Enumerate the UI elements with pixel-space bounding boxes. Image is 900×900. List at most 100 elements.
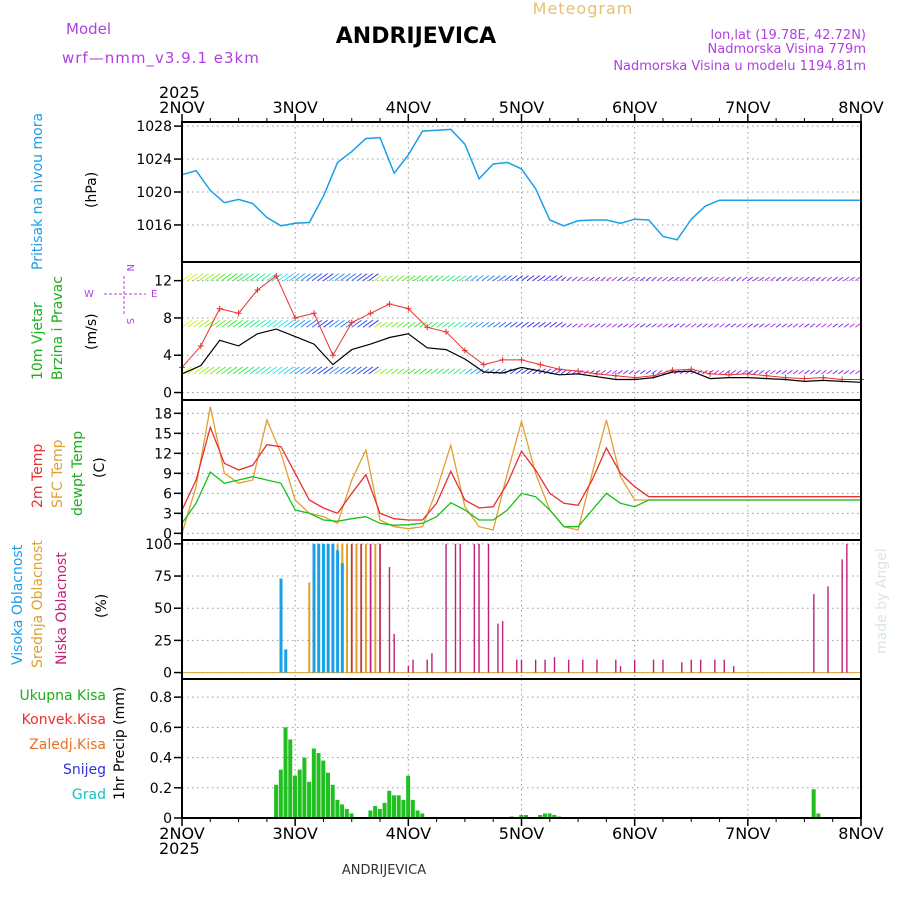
y-tick-label: 0.4 xyxy=(150,751,172,767)
wind-barb xyxy=(804,369,810,375)
wind-barb xyxy=(549,321,558,328)
wind-barb xyxy=(470,321,478,328)
wind-barb xyxy=(832,369,838,375)
low-cloud-bar xyxy=(690,659,692,673)
wind-barb xyxy=(849,276,855,282)
wind-barb xyxy=(408,275,416,282)
wind-barb xyxy=(255,319,266,328)
wind-barb xyxy=(577,276,584,282)
wind-barb xyxy=(713,369,720,375)
low-cloud-bar xyxy=(407,666,410,673)
wind-barb xyxy=(770,369,776,375)
y-tick-label: 18 xyxy=(154,406,172,422)
wind-barb xyxy=(577,323,584,328)
x-tick-label: 4NOV xyxy=(386,98,431,117)
year-top: 2025 xyxy=(159,83,200,102)
wind-barb xyxy=(594,276,601,282)
wind-barb xyxy=(425,275,433,282)
wind-barb xyxy=(272,273,283,282)
wind-barb xyxy=(707,323,714,328)
wind-barb xyxy=(221,366,232,375)
footer-station: ANDRIJEVICA xyxy=(342,863,426,878)
wind-barb xyxy=(753,323,759,328)
low-cloud-bar xyxy=(473,543,476,673)
wind-barb xyxy=(515,368,524,375)
wind-barb xyxy=(238,273,249,282)
cloud-unit: (%) xyxy=(94,594,110,618)
wind-barb xyxy=(277,273,289,282)
low-cloud-bar xyxy=(619,666,622,673)
wind-barb xyxy=(340,273,351,282)
wind-barb xyxy=(362,366,374,375)
wind-barb xyxy=(221,319,232,328)
gust-marker xyxy=(348,319,355,326)
x-tick-label: 3NOV xyxy=(272,98,317,117)
wind-barb xyxy=(492,275,501,282)
wind-barb xyxy=(606,369,612,375)
wind-barb xyxy=(583,323,589,328)
wind-barb xyxy=(430,275,439,282)
wind-barb xyxy=(753,276,759,282)
temp-unit: (C) xyxy=(92,457,108,478)
precip-bar xyxy=(420,813,425,818)
wind-barb xyxy=(600,369,606,375)
wind-barb xyxy=(181,273,193,282)
wind-barb xyxy=(385,275,393,282)
wind-barb xyxy=(436,368,444,375)
x-tick-label: 2NOV xyxy=(159,824,204,843)
wind-barb xyxy=(662,323,669,328)
temp2m-label: 2m Temp xyxy=(30,444,46,508)
precip-bar xyxy=(278,769,283,818)
x-tick-label: 6NOV xyxy=(612,98,657,117)
wind-barb xyxy=(289,273,300,282)
wind-barb xyxy=(294,319,306,328)
wind-barb xyxy=(345,273,357,282)
wind-barb xyxy=(640,276,646,282)
wind-barb xyxy=(775,276,782,282)
wind-barb xyxy=(498,275,507,282)
low-cloud-bar xyxy=(487,543,490,673)
precip-frz-label: Zaledj.Kisa xyxy=(29,737,106,753)
wind-direction-flags xyxy=(181,273,861,375)
gust-marker xyxy=(744,370,751,377)
wind-barb xyxy=(668,323,674,328)
wind-barb xyxy=(272,319,283,328)
precip-bar xyxy=(335,799,340,818)
wind-barb xyxy=(238,319,249,328)
wind-barb xyxy=(560,276,567,282)
wind-barb xyxy=(657,369,663,375)
wind-barb xyxy=(758,276,765,282)
wind-barb xyxy=(617,276,623,282)
wind-barb xyxy=(436,275,444,282)
wind-barb xyxy=(306,319,317,328)
wind-barb xyxy=(464,368,473,375)
precip-bar xyxy=(410,799,415,818)
wind-barb xyxy=(396,275,405,282)
wind-barb xyxy=(340,319,351,328)
wind-barb xyxy=(481,275,490,282)
x-tick-label: 5NOV xyxy=(499,824,544,843)
wind-barb xyxy=(651,276,657,282)
wind-barb xyxy=(243,273,255,282)
gust-marker xyxy=(725,371,732,378)
wind-barb xyxy=(832,323,838,328)
wind-barb xyxy=(606,276,612,282)
low-cloud-bar xyxy=(393,633,395,673)
wind-barb xyxy=(481,368,490,375)
precip-bar xyxy=(288,739,293,818)
wind-barb xyxy=(532,368,541,375)
y-tick-label: 0 xyxy=(163,811,172,827)
wind-barb xyxy=(408,368,416,375)
wind-barb xyxy=(334,319,345,328)
wind-barb xyxy=(623,323,629,328)
high-cloud-bar xyxy=(317,543,321,673)
wind-barb xyxy=(804,323,810,328)
y-tick-label: 9 xyxy=(163,466,172,482)
wind-barb xyxy=(815,369,821,375)
wind-barb xyxy=(289,319,300,328)
wind-barb xyxy=(475,321,484,328)
mid-cloud-label: Srednja Oblacnost xyxy=(30,540,46,668)
wind-barb xyxy=(481,321,490,328)
y-tick-label: 0 xyxy=(163,386,172,402)
wind-barb xyxy=(357,319,368,328)
